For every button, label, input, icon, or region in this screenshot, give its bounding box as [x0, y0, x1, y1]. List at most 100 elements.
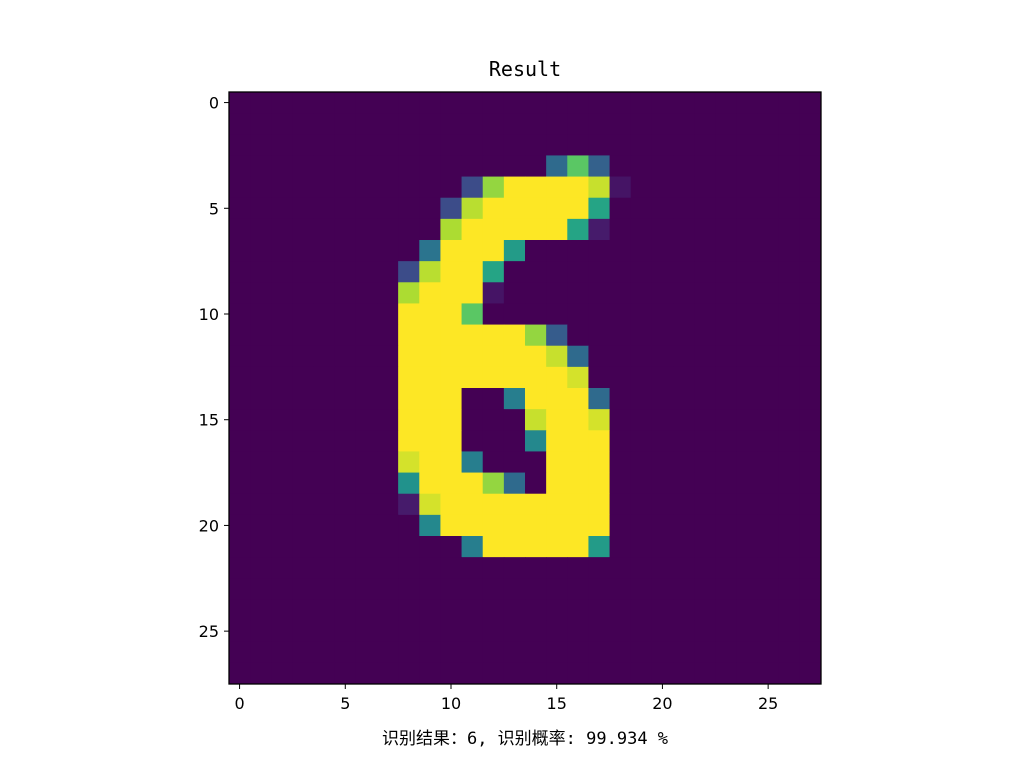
- heatmap-cell: [799, 620, 822, 643]
- heatmap-cell: [525, 282, 547, 304]
- heatmap-cell: [567, 113, 589, 135]
- heatmap-cell: [673, 536, 695, 558]
- heatmap-cell: [271, 92, 293, 114]
- heatmap-cell: [609, 409, 632, 431]
- heatmap-cell: [440, 197, 462, 220]
- heatmap-cell: [567, 493, 589, 516]
- heatmap-cell: [377, 366, 399, 389]
- heatmap-cell: [229, 366, 251, 389]
- heatmap-cell: [715, 324, 737, 347]
- heatmap-cell: [799, 155, 822, 177]
- heatmap-cell: [503, 578, 526, 600]
- heatmap-cell: [757, 472, 780, 495]
- heatmap-cell: [673, 430, 695, 452]
- heatmap-cell: [546, 388, 568, 410]
- heatmap-cell: [630, 451, 653, 473]
- heatmap-cell: [778, 282, 801, 304]
- heatmap-cell: [503, 451, 526, 473]
- heatmap-cell: [757, 620, 780, 643]
- heatmap-cell: [313, 641, 336, 664]
- heatmap-cell: [313, 303, 336, 325]
- heatmap-cell: [778, 176, 801, 199]
- heatmap-cell: [503, 282, 526, 304]
- heatmap-cell: [694, 451, 716, 473]
- heatmap-cell: [799, 303, 822, 325]
- heatmap-cell: [503, 388, 526, 410]
- heatmap-cell: [355, 409, 378, 431]
- heatmap-cell: [334, 282, 357, 304]
- heatmap-cell: [398, 388, 420, 410]
- heatmap-cell: [715, 430, 737, 452]
- heatmap-cell: [377, 155, 399, 177]
- heatmap-cell: [757, 218, 780, 241]
- heatmap-cell: [546, 641, 568, 664]
- heatmap-cell: [440, 240, 462, 262]
- heatmap-cell: [799, 388, 822, 410]
- heatmap-cell: [461, 662, 484, 685]
- heatmap-cell: [736, 451, 758, 473]
- heatmap-cell: [715, 155, 737, 177]
- heatmap-cell: [609, 536, 632, 558]
- heatmap-cell: [313, 92, 336, 114]
- heatmap-cell: [651, 282, 674, 304]
- heatmap-cell: [673, 240, 695, 262]
- heatmap-cell: [461, 599, 484, 621]
- heatmap-cell: [525, 134, 547, 156]
- heatmap-cell: [271, 641, 293, 664]
- heatmap-cell: [525, 197, 547, 220]
- heatmap-cell: [673, 197, 695, 220]
- heatmap-cell: [292, 388, 314, 410]
- heatmap-cell: [229, 388, 251, 410]
- heatmap-cell: [250, 303, 272, 325]
- heatmap-cell: [440, 409, 462, 431]
- heatmap-cell: [313, 599, 336, 621]
- heatmap-cell: [355, 345, 378, 368]
- heatmap-cell: [482, 641, 505, 664]
- heatmap-cell: [292, 599, 314, 621]
- heatmap-cell: [567, 197, 589, 220]
- heatmap-cell: [250, 197, 272, 220]
- heatmap-cell: [609, 366, 632, 389]
- heatmap-cell: [503, 366, 526, 389]
- heatmap-cell: [377, 409, 399, 431]
- heatmap-cell: [440, 388, 462, 410]
- y-tick-label: 0: [209, 94, 219, 113]
- heatmap-cell: [757, 345, 780, 368]
- heatmap-cell: [334, 113, 357, 135]
- heatmap-cell: [355, 282, 378, 304]
- heatmap-cell: [482, 493, 505, 516]
- heatmap-cell: [355, 599, 378, 621]
- heatmap-cell: [651, 92, 674, 114]
- heatmap-cell: [630, 261, 653, 283]
- heatmap-cell: [292, 303, 314, 325]
- heatmap-cell: [588, 303, 610, 325]
- heatmap-cell: [673, 557, 695, 579]
- heatmap-cell: [673, 261, 695, 283]
- heatmap-cell: [419, 324, 441, 347]
- heatmap-cell: [651, 641, 674, 664]
- heatmap-cell: [651, 155, 674, 177]
- heatmap-cell: [525, 92, 547, 114]
- heatmap-cell: [292, 493, 314, 516]
- heatmap-cell: [377, 599, 399, 621]
- heatmap-cell: [736, 324, 758, 347]
- heatmap-cell: [482, 451, 505, 473]
- heatmap-cell: [503, 536, 526, 558]
- heatmap-cell: [588, 451, 610, 473]
- heatmap-cell: [377, 92, 399, 114]
- heatmap-cell: [461, 641, 484, 664]
- heatmap-cell: [334, 303, 357, 325]
- heatmap-cell: [461, 282, 484, 304]
- heatmap-cell: [229, 324, 251, 347]
- heatmap-cell: [334, 218, 357, 241]
- heatmap-cell: [567, 134, 589, 156]
- heatmap-cell: [546, 92, 568, 114]
- heatmap-cell: [271, 409, 293, 431]
- heatmap-cell: [525, 155, 547, 177]
- heatmap-cell: [461, 409, 484, 431]
- heatmap-cell: [546, 599, 568, 621]
- heatmap-cell: [440, 345, 462, 368]
- heatmap-cell: [546, 451, 568, 473]
- heatmap-cell: [292, 430, 314, 452]
- heatmap-cell: [398, 218, 420, 241]
